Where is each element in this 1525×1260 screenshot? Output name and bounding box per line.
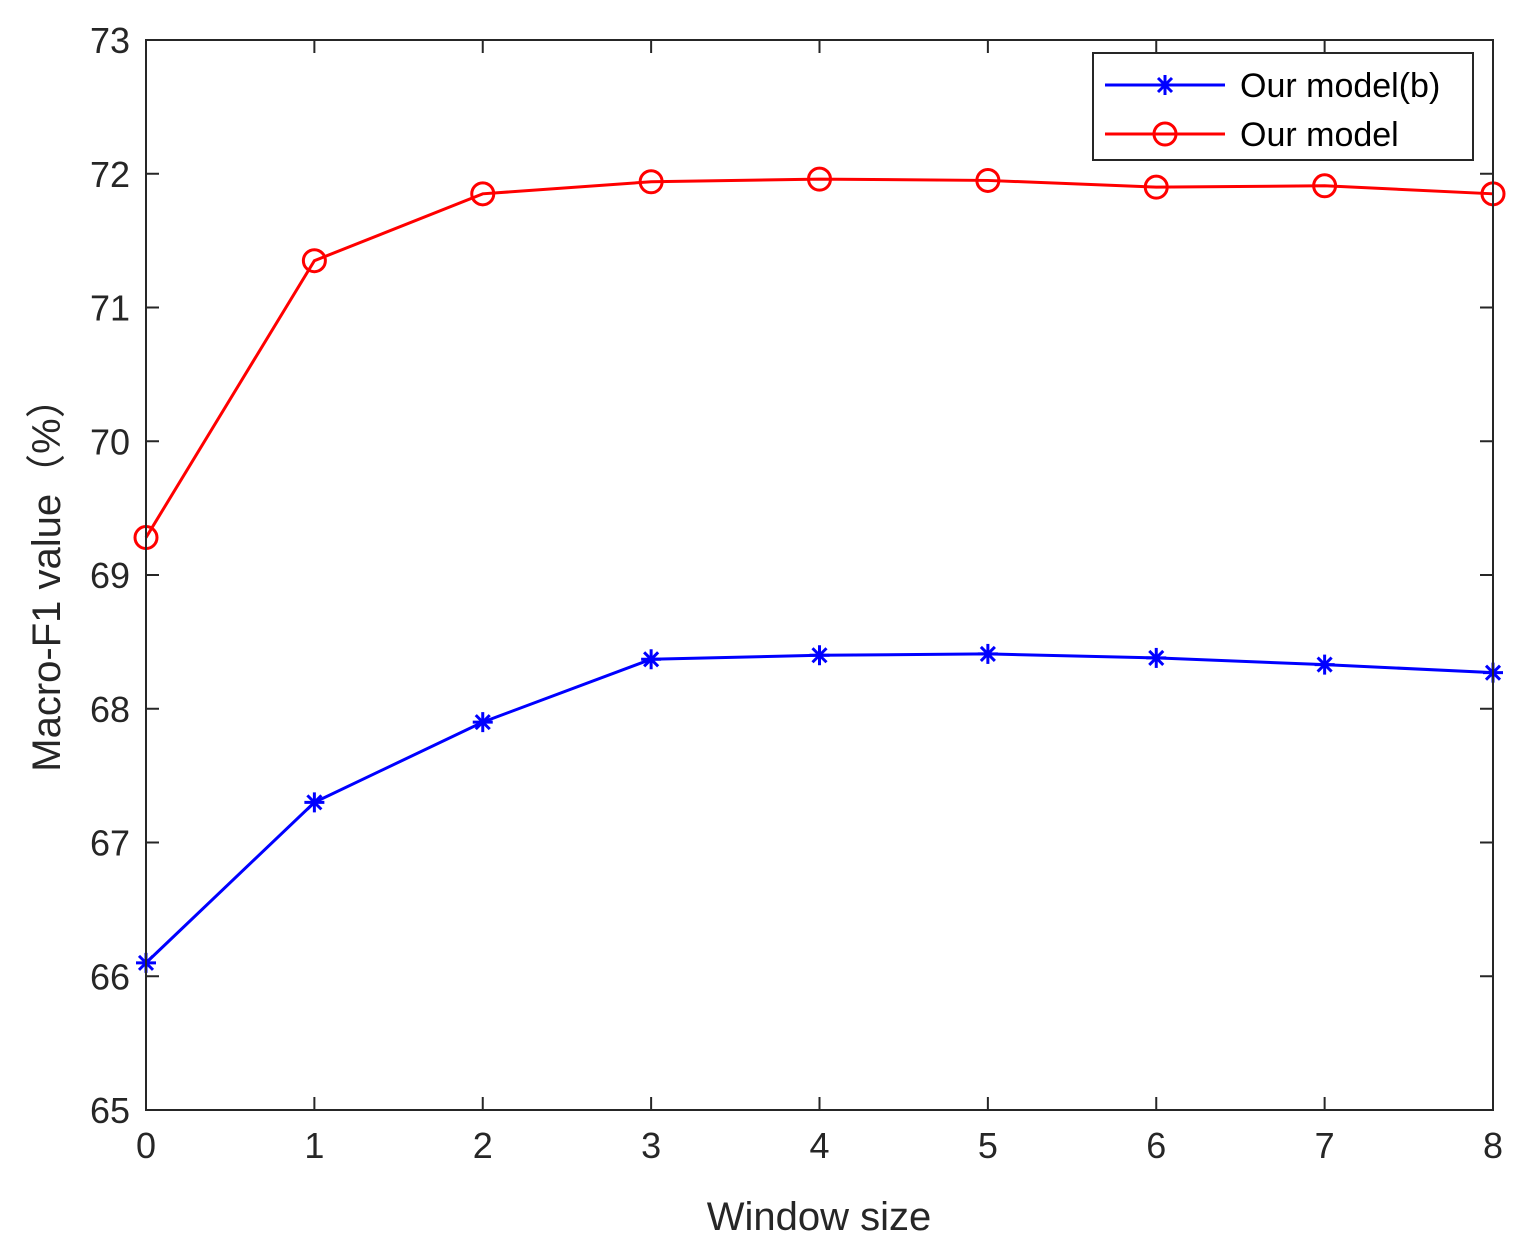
x-tick-label: 4 bbox=[809, 1125, 829, 1166]
x-tick-label: 6 bbox=[1146, 1125, 1166, 1166]
y-tick-label: 66 bbox=[90, 956, 130, 997]
data-point bbox=[470, 181, 496, 207]
series-1 bbox=[136, 643, 1503, 973]
legend-label: Our model(b) bbox=[1240, 67, 1440, 105]
data-point bbox=[1312, 173, 1338, 199]
data-point bbox=[809, 645, 830, 666]
x-tick-label: 7 bbox=[1315, 1125, 1335, 1166]
series-line bbox=[144, 177, 1494, 539]
y-tick-label: 72 bbox=[90, 154, 130, 195]
x-tick-label: 5 bbox=[978, 1125, 998, 1166]
y-tick-label: 67 bbox=[90, 823, 130, 864]
data-point bbox=[638, 169, 664, 195]
series-2 bbox=[133, 166, 1506, 551]
x-axis-label: Window size bbox=[707, 1195, 932, 1239]
x-tick-label: 1 bbox=[304, 1125, 324, 1166]
x-tick-label: 0 bbox=[136, 1125, 156, 1166]
y-tick-label: 70 bbox=[90, 421, 130, 462]
data-point bbox=[977, 643, 998, 664]
legend-marker bbox=[1152, 121, 1178, 147]
data-point bbox=[301, 248, 327, 274]
legend-label: Our model bbox=[1240, 116, 1399, 154]
y-tick-label: 71 bbox=[90, 288, 130, 329]
series-layer bbox=[133, 166, 1506, 973]
data-point bbox=[1314, 654, 1335, 675]
legend: Our model(b) Our model bbox=[1092, 52, 1474, 161]
y-axis-label: Macro-F1 value（%） bbox=[25, 378, 69, 771]
x-tick-label: 3 bbox=[641, 1125, 661, 1166]
plot-frame bbox=[145, 39, 1494, 1111]
y-tick-label: 73 bbox=[90, 20, 130, 61]
y-tick-label: 65 bbox=[90, 1090, 130, 1131]
data-point bbox=[1146, 647, 1167, 668]
data-point bbox=[807, 166, 832, 192]
legend-marker bbox=[1155, 75, 1175, 95]
data-point bbox=[472, 712, 493, 733]
data-point bbox=[641, 649, 662, 670]
data-point bbox=[1143, 174, 1169, 200]
data-point bbox=[304, 792, 325, 813]
y-tick-label: 69 bbox=[90, 555, 130, 596]
legend-item: Our model bbox=[1105, 116, 1399, 154]
data-point bbox=[975, 167, 1001, 193]
plot-background bbox=[146, 40, 1493, 1110]
y-tick-label: 68 bbox=[90, 689, 130, 730]
x-tick-label: 2 bbox=[473, 1125, 493, 1166]
legend-item: Our model(b) bbox=[1105, 67, 1440, 105]
x-tick-label: 8 bbox=[1483, 1125, 1503, 1166]
